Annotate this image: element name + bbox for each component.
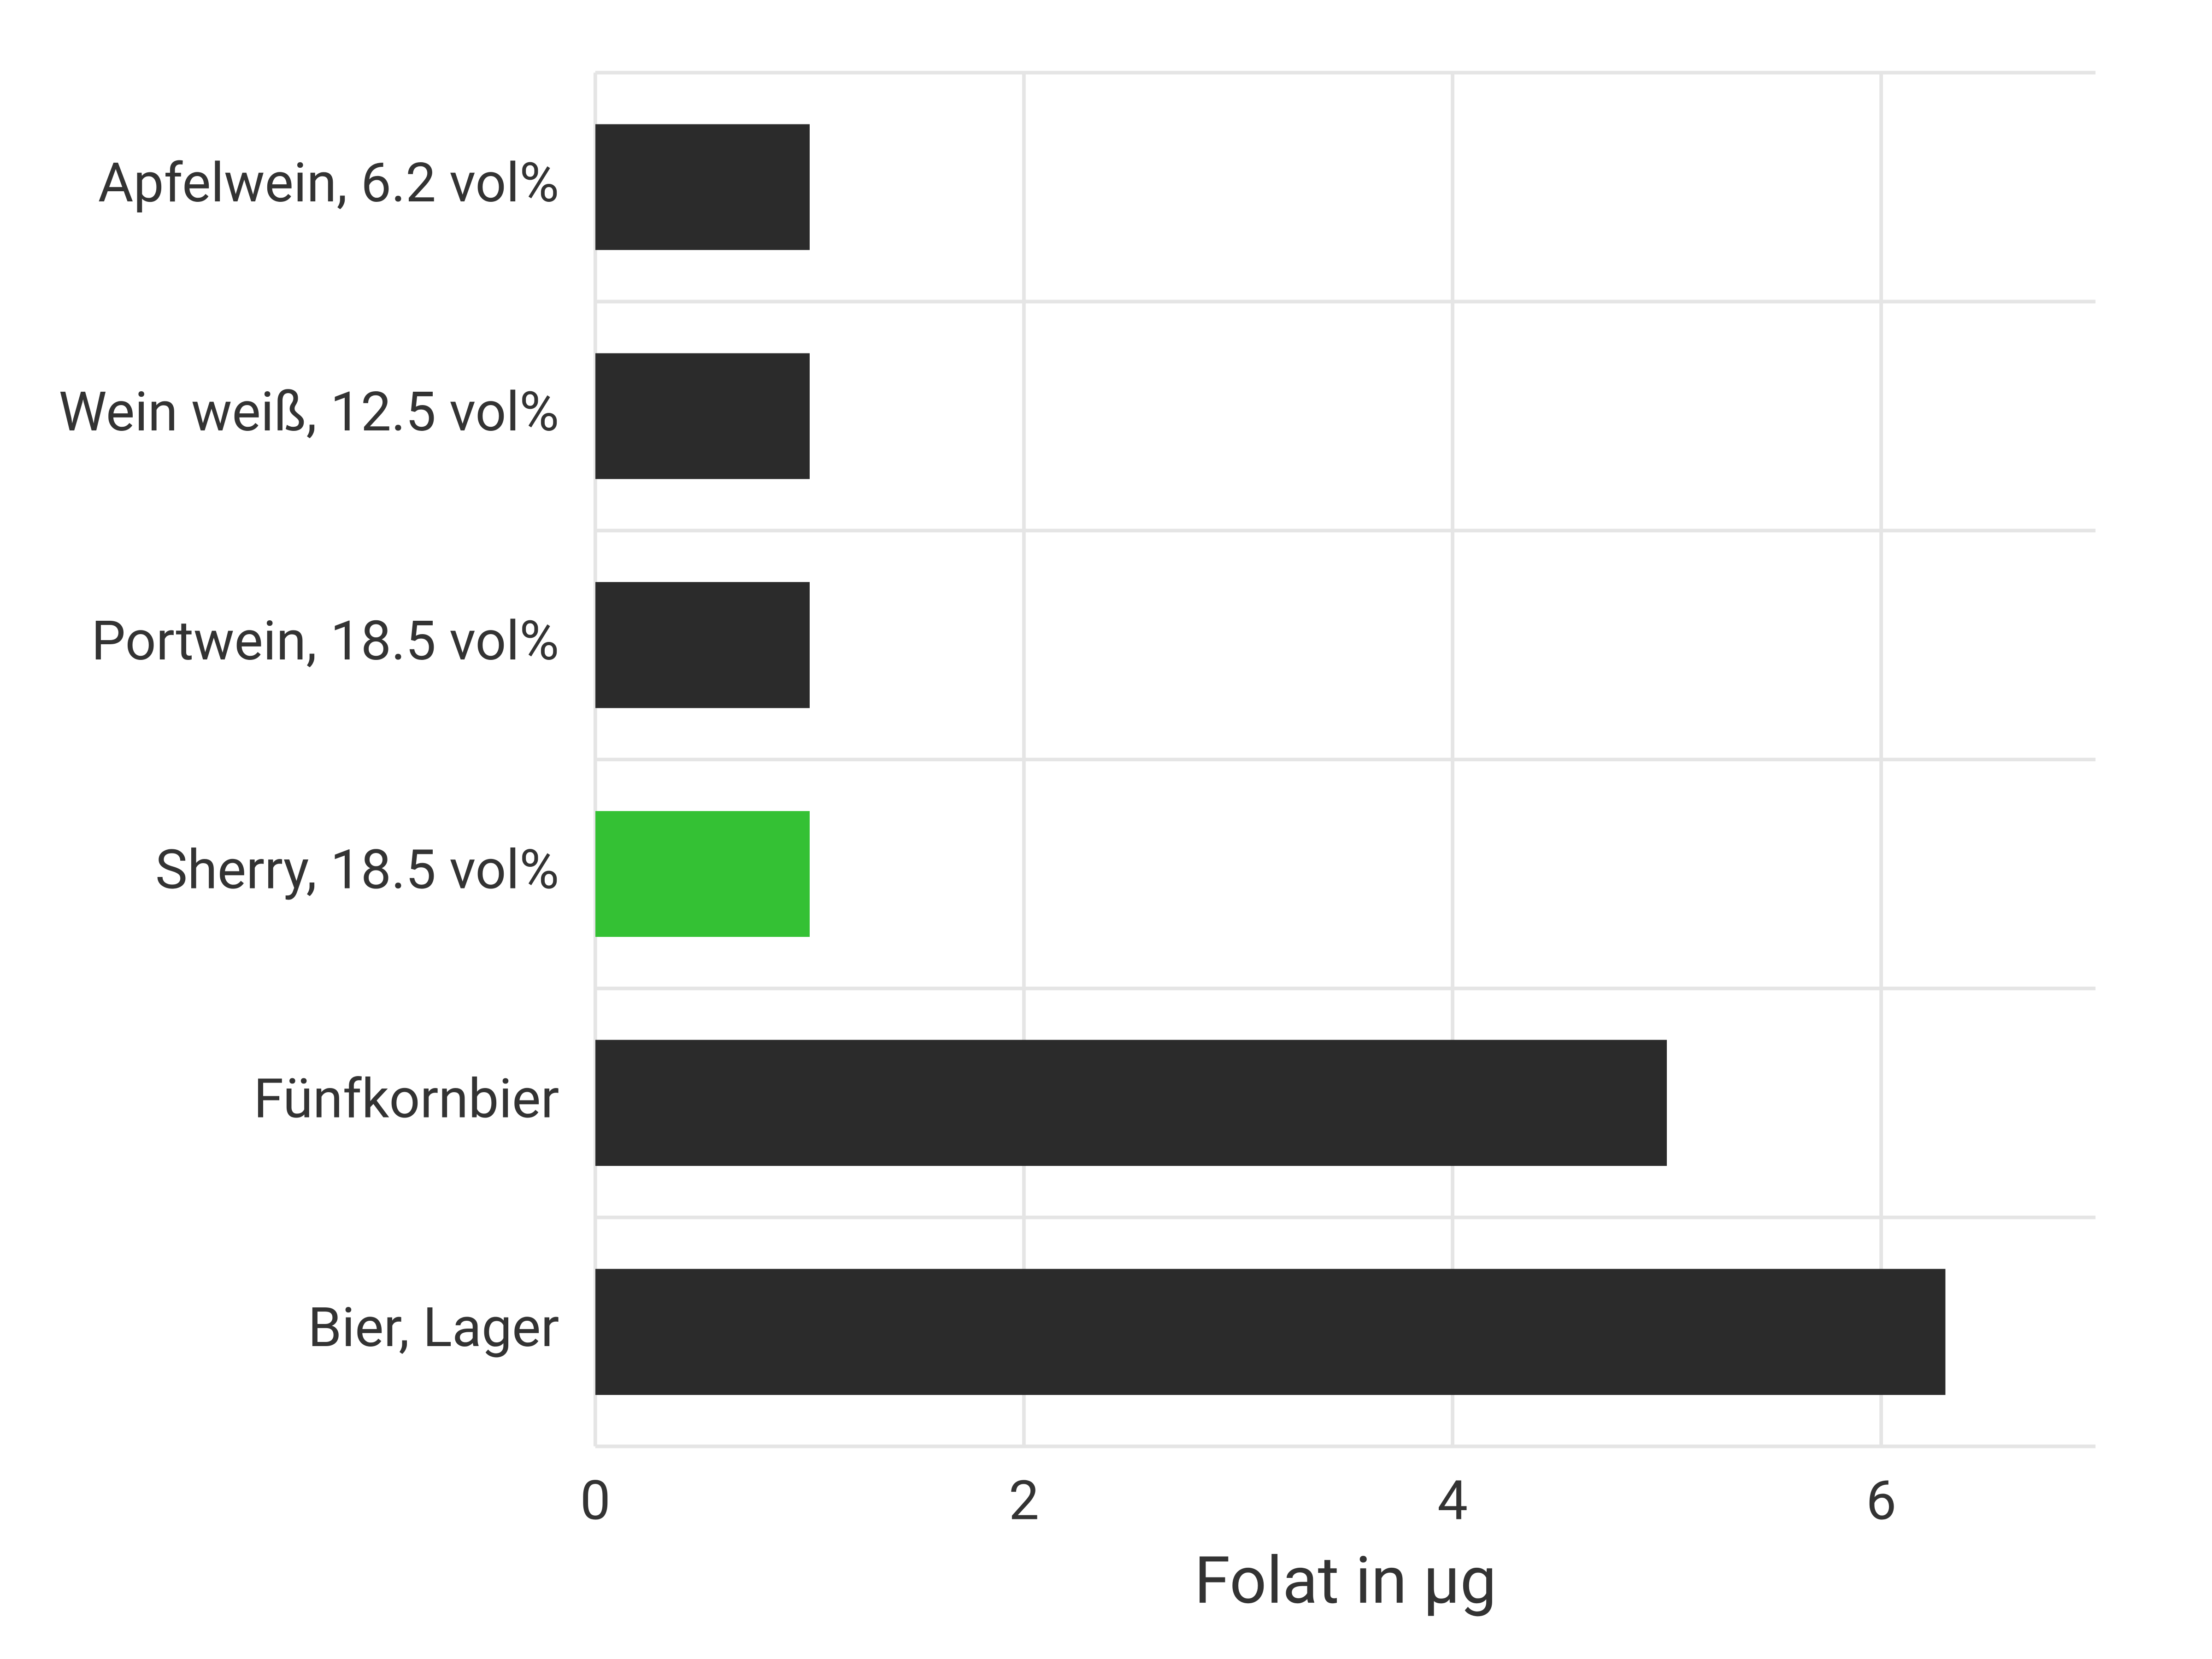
- bar: [595, 124, 810, 250]
- x-axis-tick-label: 0: [580, 1469, 611, 1532]
- y-axis-label: Apfelwein, 6.2 vol%: [98, 151, 559, 215]
- y-axis-label: Sherry, 18.5 vol%: [155, 838, 559, 902]
- bar: [595, 1040, 1667, 1166]
- y-axis-label: Portwein, 18.5 vol%: [91, 609, 559, 673]
- folat-bar-chart: Apfelwein, 6.2 vol% Wein weiß, 12.5 vol% P…: [14, 18, 2189, 1645]
- x-axis-tick-label: 4: [1437, 1469, 1468, 1532]
- y-axis-label: Fünfkornbier: [253, 1067, 559, 1130]
- y-axis-label: Bier, Lager: [308, 1296, 559, 1359]
- x-axis-title: Folat in µg: [1194, 1543, 1496, 1619]
- bar: [595, 811, 810, 937]
- bar: [595, 353, 810, 479]
- y-axis-label: Wein weiß, 12.5 vol%: [59, 380, 559, 444]
- chart-container: Apfelwein, 6.2 vol% Wein weiß, 12.5 vol% P…: [0, 0, 2212, 1659]
- x-axis-tick-label: 2: [1009, 1469, 1039, 1532]
- bar: [595, 1269, 1946, 1395]
- x-axis-tick-label: 6: [1866, 1469, 1896, 1532]
- bar: [595, 582, 810, 708]
